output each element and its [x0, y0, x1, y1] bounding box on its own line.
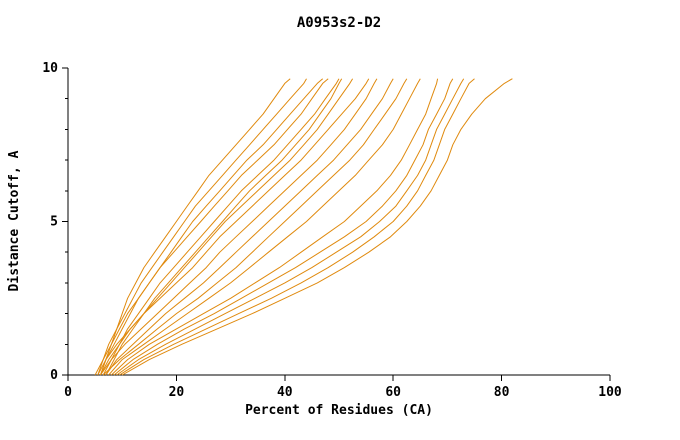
x-tick-label: 60 — [385, 385, 401, 400]
series-line-model-14 — [113, 78, 454, 376]
y-tick-label: 0 — [50, 368, 58, 383]
series-line-model-08 — [97, 78, 370, 376]
series-line-model-10 — [105, 78, 394, 376]
series-line-model-16 — [119, 78, 475, 376]
y-tick-label: 5 — [50, 215, 58, 230]
series-line-model-09 — [100, 78, 378, 376]
series-line-model-01 — [100, 78, 291, 376]
series-line-model-13 — [111, 78, 439, 376]
x-tick-label: 100 — [598, 385, 622, 400]
series-line-model-17 — [121, 78, 513, 376]
series-line-model-02 — [97, 78, 307, 376]
series-line-model-07 — [100, 78, 354, 376]
tick-labels: 0 20 40 60 80 100 0 5 10 — [42, 61, 622, 400]
series-lines — [94, 78, 513, 376]
series-line-model-12 — [108, 78, 421, 376]
x-tick-label: 20 — [169, 385, 185, 400]
series-line-model-11 — [102, 78, 408, 376]
axes — [62, 67, 611, 381]
series-line-model-04 — [94, 78, 329, 376]
series-line-model-05 — [102, 78, 340, 376]
series-line-model-15 — [116, 78, 465, 376]
x-tick-label: 80 — [494, 385, 510, 400]
x-tick-label: 40 — [277, 385, 293, 400]
chart-title: A0953s2-D2 — [297, 15, 381, 31]
y-tick-label: 10 — [42, 61, 58, 76]
series-line-model-06 — [105, 78, 343, 376]
x-axis-label: Percent of Residues (CA) — [245, 403, 433, 418]
series-line-model-03 — [100, 78, 324, 376]
y-axis-label: Distance Cutoff, A — [7, 150, 22, 291]
x-tick-label: 0 — [64, 385, 72, 400]
